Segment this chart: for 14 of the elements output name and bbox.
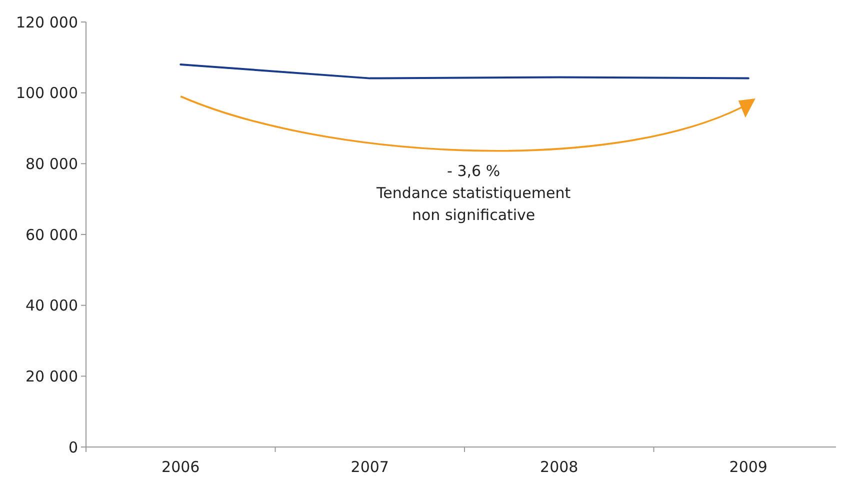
x-tick-label: 2009 [729,458,768,476]
y-tick-label: 20 000 [26,367,78,386]
annotation: - 3,6 % [447,162,500,180]
annotation: Tendance statistiquement [376,184,571,202]
y-tick-label: 100 000 [16,84,78,102]
annotation: non significative [412,206,536,224]
y-tick-label: 40 000 [26,296,78,315]
x-tick-label: 2008 [540,458,578,476]
x-tick-label: 2006 [162,458,200,476]
y-tick-label: 60 000 [26,226,78,244]
y-tick-label: 0 [68,438,78,456]
y-tick-label: 120 000 [16,13,78,32]
x-tick-label: 2007 [350,458,389,476]
y-tick-label: 80 000 [26,154,78,173]
